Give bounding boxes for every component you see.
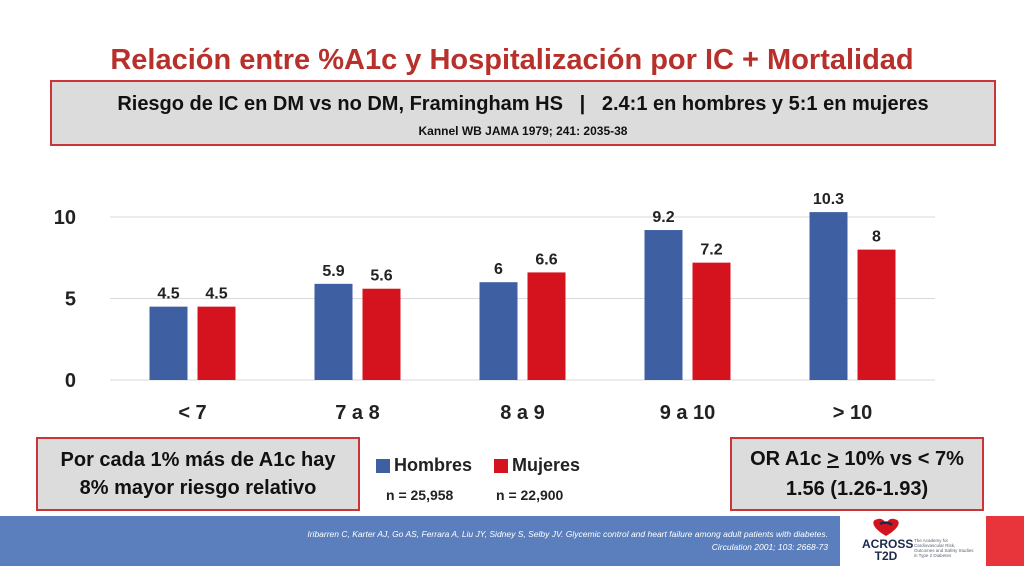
legend-swatch-mujeres: [494, 458, 508, 473]
odds-ratio-box: OR A1c > 10% vs < 7% 1.56 (1.26-1.93): [730, 437, 984, 511]
data-label: 8: [872, 229, 881, 246]
bar-hombres: [479, 282, 518, 380]
reference-line-1: Iribarren C, Karter AJ, Go AS, Ferrara A…: [307, 529, 828, 539]
data-label: 4.5: [157, 286, 179, 303]
relative-risk-note: Por cada 1% más de A1c hay 8% mayor ries…: [36, 437, 360, 511]
y-tick-label: 10: [54, 207, 76, 229]
header-box: Riesgo de IC en DM vs no DM, Framingham …: [50, 80, 996, 146]
or-suffix: 10% vs < 7%: [838, 448, 964, 470]
data-label: 6: [494, 261, 503, 278]
or-underlined: >: [827, 448, 839, 470]
bar-mujeres: [857, 249, 896, 380]
data-label: 7.2: [700, 242, 722, 259]
y-tick-label: 0: [65, 370, 76, 392]
reference-line-2: Circulation 2001; 103: 2668-73: [711, 542, 828, 552]
legend-n-hombres: n = 25,958: [386, 487, 454, 503]
header-citation: Kannel WB JAMA 1979; 241: 2035-38: [418, 124, 628, 138]
note-line-1: Por cada 1% más de A1c hay: [60, 449, 336, 471]
bar-hombres: [644, 230, 683, 380]
heart-logo-icon: [873, 518, 899, 536]
slide-title: Relación entre %A1c y Hospitalización po…: [110, 44, 914, 76]
or-line-2: 1.56 (1.26-1.93): [785, 478, 929, 500]
logo-line-1: ACROSS: [862, 537, 914, 551]
footer-red-block: [986, 516, 1024, 566]
data-label: 9.2: [652, 209, 674, 226]
x-tick-label: > 10: [833, 402, 872, 424]
data-label: 10.3: [813, 191, 844, 208]
bar-chart: 0 5 10 4.5 4.5 < 7 5.9 5.6 7 a 8 6 6.6 8 a 9 9.2 7.2 9…: [54, 191, 935, 424]
legend-label-hombres: Hombres: [394, 455, 473, 475]
data-label: 6.6: [535, 251, 557, 268]
bar-hombres: [314, 283, 353, 380]
across-t2d-logo: ACROSS T2D The Academy for Cardiovascula…: [862, 516, 982, 566]
legend-n-mujeres: n = 22,900: [496, 487, 564, 503]
logo-tagline: The Academy for Cardiovascular Risk, Out…: [914, 538, 974, 558]
x-tick-label: 9 a 10: [660, 402, 716, 424]
logo-text: ACROSS T2D: [862, 537, 914, 563]
header-main-text: Riesgo de IC en DM vs no DM, Framingham …: [117, 93, 929, 115]
legend-label-mujeres: Mujeres: [512, 455, 581, 475]
bar-mujeres: [527, 272, 566, 380]
legend-item-hombres: Hombres: [376, 455, 472, 476]
footer-reference: Iribarren C, Karter AJ, Go AS, Ferrara A…: [307, 528, 828, 554]
legend-swatch-hombres: [376, 458, 390, 473]
bar-mujeres: [362, 288, 401, 380]
x-tick-label: 7 a 8: [335, 402, 379, 424]
bar-mujeres: [692, 262, 731, 380]
or-line-1: OR A1c > 10% vs < 7%: [732, 444, 982, 474]
x-tick-label: 8 a 9: [500, 402, 544, 424]
y-tick-label: 5: [65, 289, 76, 311]
x-tick-label: < 7: [178, 402, 206, 424]
bar-hombres: [809, 212, 848, 380]
footer-band: Iribarren C, Karter AJ, Go AS, Ferrara A…: [0, 516, 840, 566]
footer: Iribarren C, Karter AJ, Go AS, Ferrara A…: [0, 516, 1024, 576]
data-label: 5.6: [370, 268, 392, 285]
data-label: 4.5: [205, 286, 227, 303]
bar-hombres: [149, 306, 188, 380]
legend-item-mujeres: Mujeres: [494, 455, 580, 476]
or-prefix: OR A1c: [750, 448, 828, 470]
bar-mujeres: [197, 306, 236, 380]
note-line-2: 8% mayor riesgo relativo: [79, 477, 317, 499]
data-label: 5.9: [322, 263, 344, 280]
logo-line-2: T2D: [874, 549, 898, 563]
